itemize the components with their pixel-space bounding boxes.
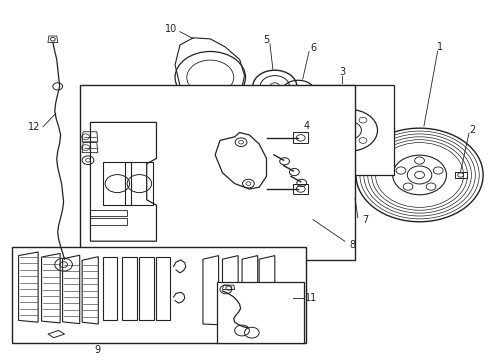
Bar xyxy=(90,210,127,216)
Bar xyxy=(122,257,137,320)
Text: 4: 4 xyxy=(304,121,309,131)
Polygon shape xyxy=(90,122,156,241)
Polygon shape xyxy=(222,256,238,325)
Bar xyxy=(12,247,305,343)
Bar xyxy=(102,162,131,205)
Text: 9: 9 xyxy=(95,345,101,355)
Bar xyxy=(124,162,153,205)
Bar xyxy=(217,282,304,343)
Polygon shape xyxy=(175,38,244,120)
Bar xyxy=(454,172,466,178)
Bar xyxy=(139,257,154,320)
Text: 3: 3 xyxy=(339,67,345,77)
Bar xyxy=(195,107,224,118)
Polygon shape xyxy=(82,257,98,324)
Text: 11: 11 xyxy=(304,293,317,303)
Polygon shape xyxy=(41,253,60,323)
Bar xyxy=(90,218,127,225)
Polygon shape xyxy=(19,252,38,322)
Text: 1: 1 xyxy=(436,42,442,52)
Text: 6: 6 xyxy=(309,42,315,53)
Text: 5: 5 xyxy=(263,35,269,45)
Text: 8: 8 xyxy=(348,240,354,250)
Bar xyxy=(80,85,354,260)
Text: 12: 12 xyxy=(28,122,41,132)
Polygon shape xyxy=(203,256,218,325)
Bar xyxy=(293,132,307,143)
Bar xyxy=(305,85,393,175)
Bar xyxy=(293,184,307,194)
Polygon shape xyxy=(259,256,274,325)
Polygon shape xyxy=(215,132,266,189)
Bar xyxy=(155,257,170,320)
Polygon shape xyxy=(242,256,257,325)
Bar xyxy=(102,257,117,320)
Text: 7: 7 xyxy=(362,215,368,225)
Polygon shape xyxy=(48,330,64,338)
Polygon shape xyxy=(62,255,80,324)
Text: 2: 2 xyxy=(468,125,474,135)
Text: 10: 10 xyxy=(164,24,177,34)
